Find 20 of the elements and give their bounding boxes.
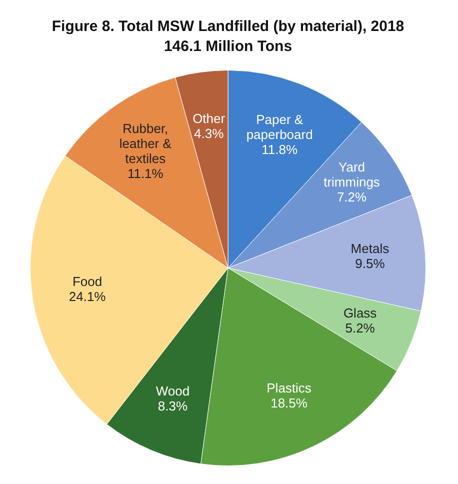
chart-title: Figure 8. Total MSW Landfilled (by material), 2018 [52,18,404,36]
data-label: 4.3% [194,126,224,141]
slice-label: Food [72,274,102,289]
slice-label: Metals [350,240,390,256]
slice-label: Yard trimmings [324,159,380,190]
chart-subtitle: 146.1 Million Tons [164,38,292,56]
data-label: 11.8% [262,142,298,157]
data-label: 9.5% [355,256,386,271]
data-label: 7.2% [336,189,368,204]
data-label: 11.1% [127,166,164,182]
slice-label: Other [192,110,226,126]
slice-label: Glass [343,305,378,320]
slice-label: Wood [156,383,190,398]
slice-label: Rubber, leather & textiles [119,121,172,166]
data-label: 24.1% [68,288,106,304]
slice-label: Paper & paperboard [246,112,313,142]
data-label: 18.5% [270,396,308,411]
data-label: 8.3% [158,398,188,414]
slice-label: Plastics [266,380,312,396]
data-label: 5.2% [345,320,376,336]
